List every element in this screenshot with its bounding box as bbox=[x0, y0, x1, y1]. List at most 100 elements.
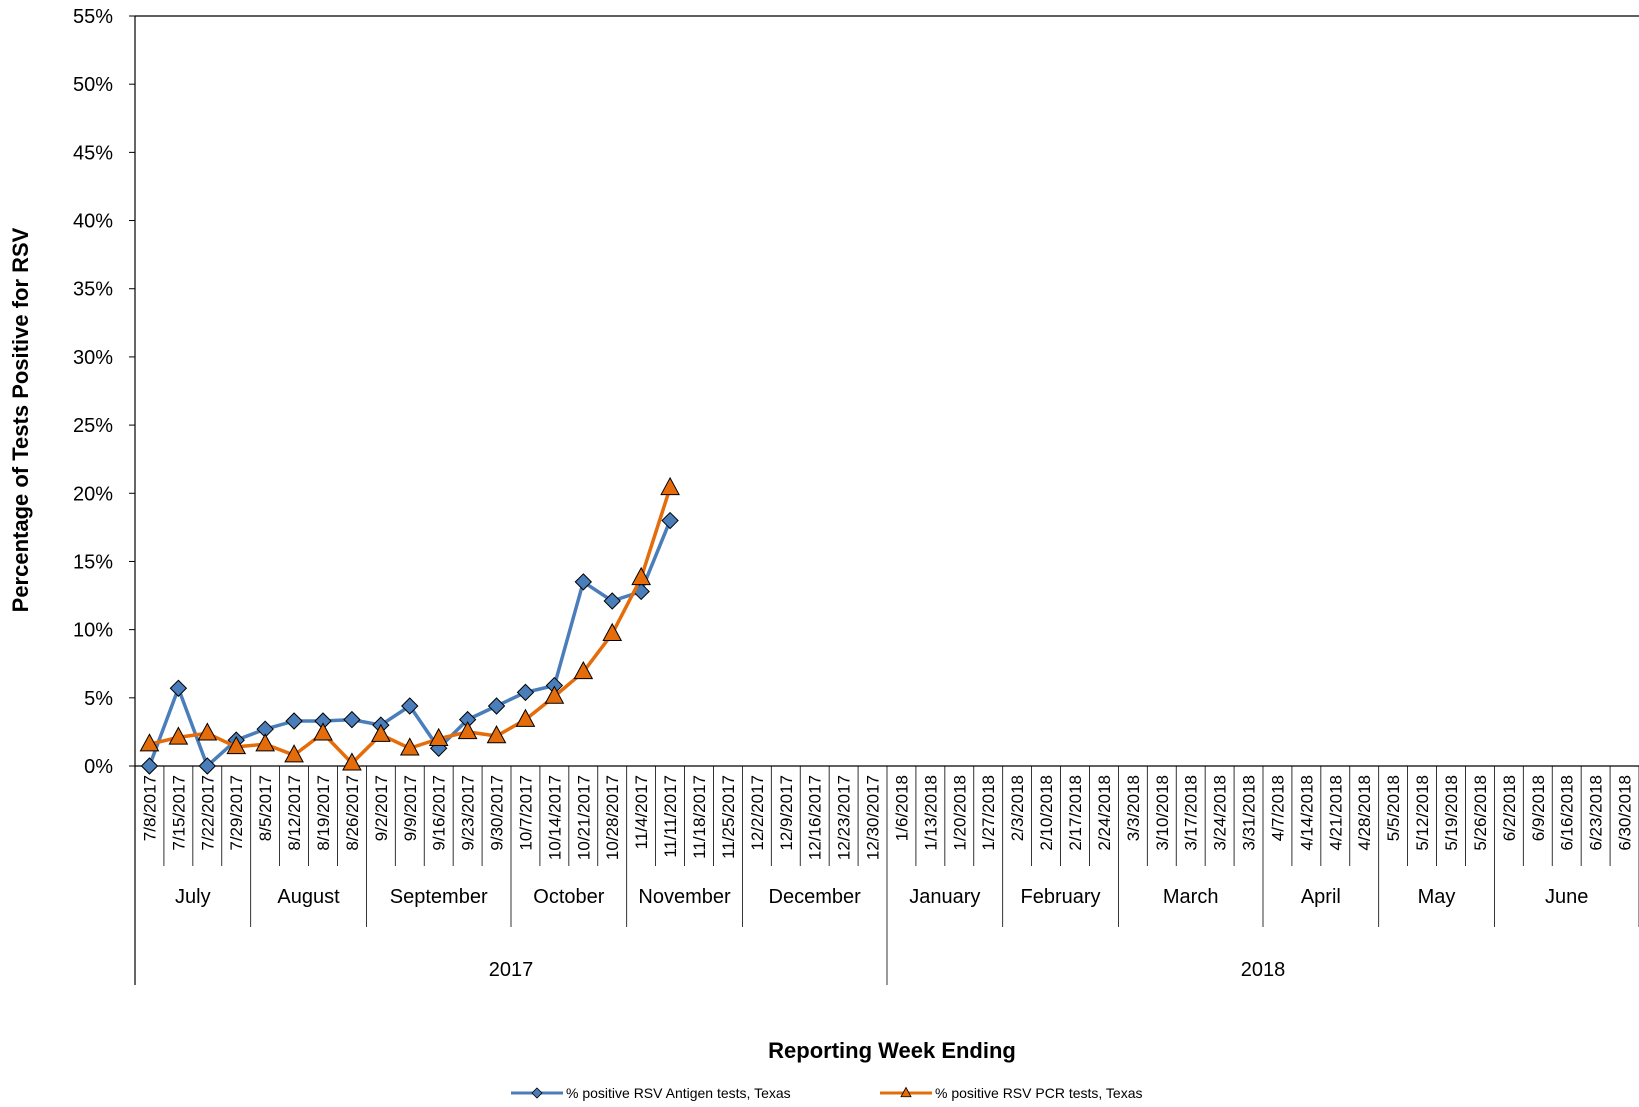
series-0-point bbox=[401, 697, 419, 715]
x-tick-label: 9/9/2017 bbox=[401, 775, 420, 841]
legend-item-antigen[interactable]: % positive RSV Antigen tests, Texas bbox=[511, 1085, 791, 1101]
x-tick-label: 2/3/2018 bbox=[1008, 775, 1027, 841]
x-tick-label: 10/28/2017 bbox=[603, 775, 622, 860]
month-label: January bbox=[909, 886, 980, 908]
axes bbox=[129, 15, 1639, 985]
series-0-point bbox=[516, 683, 535, 702]
year-label: 2018 bbox=[1241, 959, 1286, 981]
month-label: October bbox=[533, 886, 604, 908]
x-tick-label: 5/5/2018 bbox=[1384, 775, 1403, 841]
x-tick-label: 6/2/2018 bbox=[1500, 775, 1519, 841]
month-label: May bbox=[1418, 886, 1456, 908]
x-tick-label: 9/2/2017 bbox=[372, 775, 391, 841]
x-tick-label: 3/17/2018 bbox=[1182, 775, 1201, 851]
year-label: 2017 bbox=[489, 959, 534, 981]
legend-antigen-label: % positive RSV Antigen tests, Texas bbox=[566, 1085, 791, 1101]
series-1-point bbox=[197, 722, 218, 741]
series-1-point bbox=[544, 685, 565, 704]
series-1-point bbox=[660, 476, 680, 496]
series-0-point bbox=[343, 710, 361, 729]
x-tick-label: 10/7/2017 bbox=[516, 775, 535, 851]
month-label: December bbox=[769, 886, 862, 908]
x-tick-label: 9/23/2017 bbox=[459, 775, 478, 851]
x-tick-label: 1/27/2018 bbox=[979, 775, 998, 851]
x-tick-label: 4/14/2018 bbox=[1297, 775, 1316, 851]
month-label: March bbox=[1163, 886, 1219, 908]
x-tick-label: 11/4/2017 bbox=[632, 775, 651, 849]
series-1-point bbox=[226, 735, 247, 755]
y-tick-label: 30% bbox=[73, 347, 113, 369]
x-tick-label: 6/9/2018 bbox=[1529, 775, 1548, 841]
series-line-1 bbox=[149, 487, 672, 766]
x-tick-label: 3/10/2018 bbox=[1153, 775, 1172, 851]
y-tick-label: 55% bbox=[73, 6, 113, 28]
x-axis-title: Reporting Week Ending bbox=[768, 1038, 1016, 1063]
x-tick-label: 11/18/2017 bbox=[690, 775, 709, 859]
y-tick-label: 15% bbox=[73, 551, 113, 573]
x-tick-label: 3/24/2018 bbox=[1211, 775, 1230, 851]
x-tick-label: 7/22/2017 bbox=[198, 775, 217, 851]
x-tick-label: 1/20/2018 bbox=[950, 775, 969, 851]
series-line-0 bbox=[147, 519, 672, 768]
y-tick-label: 5% bbox=[84, 688, 113, 710]
x-tick-label: 8/12/2017 bbox=[285, 775, 304, 851]
series-0-point bbox=[198, 757, 217, 775]
series-1-point bbox=[371, 723, 391, 742]
x-tick-label: 5/26/2018 bbox=[1471, 775, 1490, 851]
x-tick-label: 2/10/2018 bbox=[1037, 775, 1056, 851]
x-tick-label: 8/5/2017 bbox=[256, 775, 275, 841]
x-tick-label: 12/23/2017 bbox=[835, 775, 854, 860]
y-tick-label: 35% bbox=[73, 279, 113, 301]
y-tick-label: 0% bbox=[84, 756, 113, 778]
series-1-point bbox=[573, 660, 594, 680]
month-labels: July August September October November Decemb… bbox=[175, 886, 1588, 908]
x-tick-label: 6/30/2018 bbox=[1616, 775, 1635, 851]
month-label: April bbox=[1301, 886, 1341, 908]
series-1-point bbox=[457, 720, 478, 740]
legend-pcr-marker bbox=[900, 1086, 912, 1098]
x-tick-label: 6/16/2018 bbox=[1558, 775, 1577, 851]
y-tick-label: 20% bbox=[73, 483, 113, 505]
x-tick-label: 3/3/2018 bbox=[1124, 775, 1143, 841]
x-tick-label: 9/16/2017 bbox=[430, 775, 449, 851]
series-group bbox=[139, 476, 680, 775]
series-0-point bbox=[574, 573, 593, 591]
series-1-point bbox=[284, 744, 304, 763]
x-tick-label: 7/29/2017 bbox=[227, 775, 246, 851]
x-tick-label: 4/21/2018 bbox=[1326, 775, 1345, 851]
series-1-point bbox=[313, 722, 333, 741]
x-tick-label: 2/17/2018 bbox=[1066, 775, 1085, 851]
legend: % positive RSV Antigen tests, Texas % po… bbox=[511, 1085, 1142, 1101]
series-0-point bbox=[487, 697, 506, 715]
x-tick-label: 1/13/2018 bbox=[921, 775, 940, 851]
x-tick-label: 1/6/2018 bbox=[892, 775, 911, 841]
x-tick-labels: 7/8/2017 7/15/2017 7/22/2017 7/29/2017 8/5/2… bbox=[140, 775, 1634, 860]
series-0-point bbox=[661, 511, 679, 530]
x-tick-label: 3/31/2018 bbox=[1240, 775, 1259, 851]
month-label: November bbox=[638, 886, 731, 908]
x-tick-label: 5/19/2018 bbox=[1442, 775, 1461, 851]
x-tick-label: 5/12/2018 bbox=[1413, 775, 1432, 851]
x-tick-label: 2/24/2018 bbox=[1095, 775, 1114, 851]
y-tick-labels: 0% 5% 10% 15% 20% 25% 30% 35% 40% 45% 50% 55% bbox=[73, 6, 113, 778]
series-0-point bbox=[140, 757, 159, 775]
x-tick-label: 7/15/2017 bbox=[169, 775, 188, 851]
y-tick-label: 10% bbox=[73, 620, 113, 642]
legend-item-pcr[interactable]: % positive RSV PCR tests, Texas bbox=[880, 1085, 1142, 1101]
x-tick-label: 12/9/2017 bbox=[777, 775, 796, 851]
legend-pcr-label: % positive RSV PCR tests, Texas bbox=[935, 1085, 1142, 1101]
x-tick-label: 12/16/2017 bbox=[806, 775, 825, 860]
series-1-point bbox=[631, 566, 651, 586]
series-1-point bbox=[255, 733, 275, 752]
legend-antigen-marker bbox=[531, 1087, 543, 1099]
month-label: August bbox=[277, 886, 340, 908]
series-0-point bbox=[603, 592, 621, 610]
x-tick-label: 10/21/2017 bbox=[574, 775, 593, 860]
x-tick-label: 10/14/2017 bbox=[545, 775, 564, 860]
x-tick-label: 4/7/2018 bbox=[1268, 775, 1287, 841]
x-tick-label: 12/30/2017 bbox=[864, 775, 883, 860]
y-axis-title: Percentage of Tests Positive for RSV bbox=[8, 227, 33, 612]
series-1-point bbox=[428, 727, 449, 746]
series-1-point bbox=[168, 726, 189, 745]
